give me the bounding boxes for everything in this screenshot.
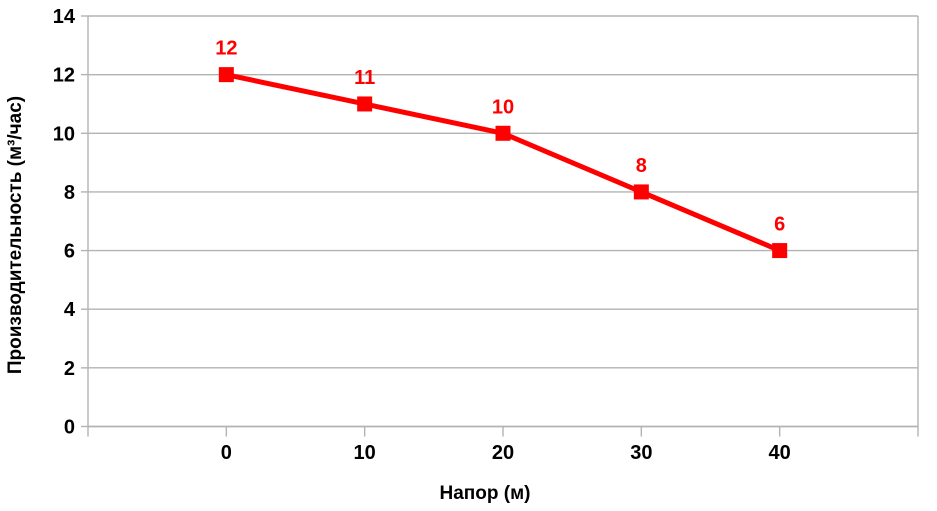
y-tick-label: 6 <box>64 241 75 263</box>
y-axis-title: Производительность (м³/час) <box>5 95 26 375</box>
y-tick-label: 0 <box>64 417 75 439</box>
data-label: 11 <box>354 67 375 89</box>
data-label: 8 <box>636 155 647 177</box>
data-point-marker <box>633 184 649 200</box>
y-tick-label: 2 <box>64 358 75 380</box>
x-tick-label: 40 <box>769 442 791 464</box>
data-label: 6 <box>774 214 785 236</box>
data-point-marker <box>357 96 373 112</box>
data-point-marker <box>218 67 234 83</box>
y-tick-label: 14 <box>53 6 76 28</box>
x-tick-label: 10 <box>354 442 376 464</box>
data-point-marker <box>772 243 788 259</box>
x-axis-title: Напор (м) <box>439 483 531 504</box>
y-tick-label: 12 <box>53 65 75 87</box>
x-tick-label: 0 <box>221 442 232 464</box>
y-tick-label: 4 <box>64 299 76 321</box>
data-point-marker <box>495 125 511 141</box>
y-tick-label: 8 <box>64 182 75 204</box>
x-tick-label: 30 <box>630 442 652 464</box>
y-tick-label: 10 <box>53 123 75 145</box>
data-label: 12 <box>215 38 237 60</box>
x-tick-label: 20 <box>492 442 514 464</box>
data-label: 10 <box>492 96 514 118</box>
